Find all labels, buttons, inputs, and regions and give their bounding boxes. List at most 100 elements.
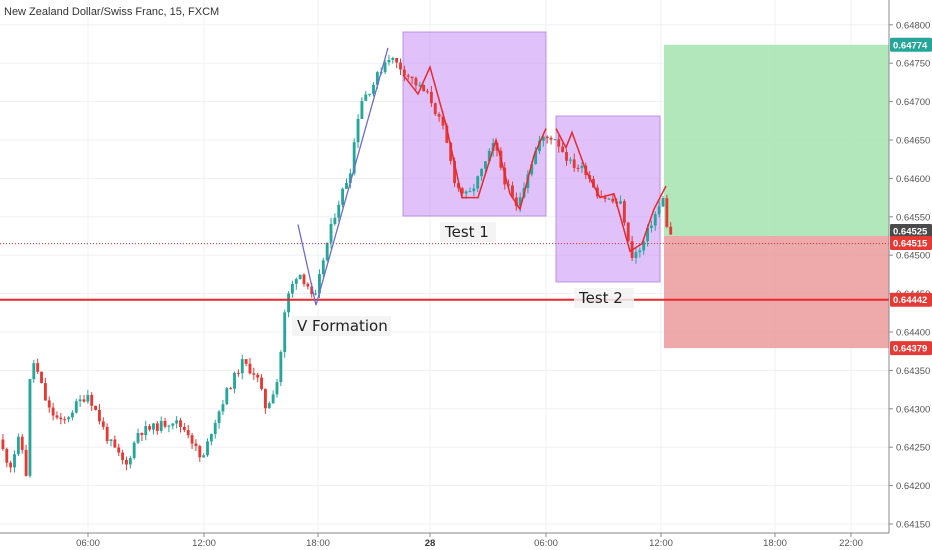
zones	[402, 31, 889, 349]
candle-body	[333, 217, 337, 224]
annotation-test2: Test 2	[578, 289, 623, 307]
price-badge-label: 0.64525	[893, 227, 928, 238]
candle-body	[24, 449, 28, 476]
price-badge-label: 0.64774	[893, 40, 928, 51]
candle-body	[314, 293, 318, 295]
candle-body	[252, 373, 256, 375]
candle-body	[105, 426, 109, 442]
candle-body	[236, 372, 240, 374]
y-tick-label: 0.64700	[896, 97, 930, 108]
candle-body	[306, 283, 310, 287]
candle-body	[445, 125, 449, 143]
y-tick-label: 0.64500	[896, 251, 930, 262]
candle-body	[511, 185, 514, 198]
candle-body	[47, 400, 51, 408]
candle-body	[549, 137, 553, 140]
candle-body	[225, 388, 229, 405]
candle-body	[418, 84, 422, 86]
candle-body	[557, 139, 561, 147]
y-tick-label: 0.64650	[896, 136, 930, 147]
candle-body	[348, 173, 352, 184]
y-tick-label: 0.64250	[896, 443, 930, 454]
candle-body	[626, 222, 630, 242]
candle-body	[414, 78, 418, 86]
candle-body	[426, 91, 429, 93]
candle-body	[98, 410, 101, 422]
x-tick-label: 12:00	[649, 538, 673, 549]
candle-body	[329, 223, 333, 243]
candle-body	[155, 423, 159, 431]
candle-body	[267, 403, 271, 409]
candle-body	[325, 242, 329, 261]
test1-zigzag	[402, 64, 547, 211]
candle-body	[561, 146, 565, 153]
candle-body	[175, 420, 179, 424]
candle-body	[43, 383, 47, 401]
candle-body	[144, 426, 148, 436]
candle-body	[63, 419, 67, 421]
candle-body	[611, 198, 615, 202]
candle-body	[565, 152, 568, 161]
price-badge	[890, 224, 932, 238]
candle-body	[310, 286, 314, 295]
candle-body	[534, 151, 538, 165]
annotation-v-formation: V Formation	[297, 317, 388, 335]
candle-body	[82, 399, 86, 402]
x-tick-label: 12:00	[192, 538, 216, 549]
price-badge-label: 0.64515	[893, 239, 928, 250]
price-badge	[890, 341, 932, 356]
candle-body	[28, 379, 32, 476]
candle-body	[553, 139, 557, 141]
candle-body	[661, 198, 665, 207]
test2-box	[555, 115, 661, 283]
candle-body	[449, 142, 453, 161]
overlays: V Formation Test 1 Test 2	[0, 47, 889, 336]
annotation-test1: Test 1	[444, 223, 489, 241]
candle-body	[271, 394, 275, 404]
candle-body	[125, 459, 128, 465]
candle-body	[294, 279, 298, 284]
candle-body	[460, 188, 464, 194]
candle-body	[476, 176, 480, 189]
v-formation-line	[297, 47, 389, 306]
candle-body	[263, 388, 267, 409]
candle-body	[429, 91, 433, 104]
price-badge	[890, 292, 932, 307]
candle-body	[572, 159, 576, 168]
candle-body	[372, 84, 375, 94]
candle-body	[619, 201, 622, 204]
candle-body	[410, 76, 414, 79]
candle-body	[665, 198, 669, 227]
candle-body	[507, 184, 511, 186]
candle-body	[283, 312, 287, 352]
candle-body	[140, 432, 144, 436]
y-tick-label: 0.64400	[896, 328, 930, 339]
candle-body	[86, 394, 90, 402]
candle-body	[391, 58, 395, 60]
candle-body	[453, 160, 456, 184]
candle-body	[101, 421, 105, 427]
candle-body	[302, 274, 306, 284]
candle-body	[321, 260, 325, 275]
annotation-test1-bg	[440, 222, 496, 242]
test1-box	[402, 31, 547, 217]
candle-body	[406, 75, 410, 77]
candle-body	[345, 183, 348, 189]
candle-body	[240, 359, 244, 374]
candle-body	[576, 167, 580, 169]
candle-body	[5, 449, 9, 463]
candle-body	[78, 399, 82, 402]
candle-body	[399, 62, 402, 70]
stop-loss-zone	[664, 236, 889, 349]
candle-body	[657, 206, 661, 215]
candle-body	[13, 454, 16, 468]
y-tick-label: 0.64600	[896, 174, 930, 185]
y-tick-label: 0.64350	[896, 366, 930, 377]
candle-body	[260, 377, 263, 389]
candle-body	[32, 363, 36, 380]
candle-body	[206, 441, 209, 456]
candle-body	[495, 143, 499, 151]
y-tick-label: 0.64150	[896, 520, 930, 531]
